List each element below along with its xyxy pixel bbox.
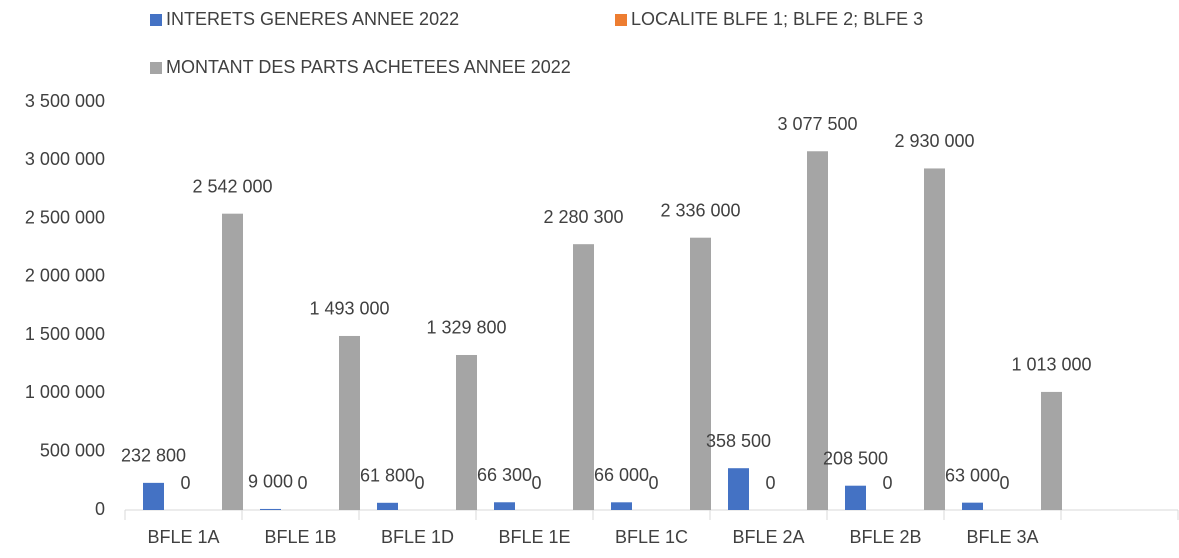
data-label: 1 013 000 [1011, 355, 1091, 375]
y-tick-label: 2 500 000 [25, 207, 105, 227]
legend-label: MONTANT DES PARTS ACHETEES ANNEE 2022 [166, 57, 571, 77]
x-tick-label: BFLE 1B [264, 527, 336, 547]
bar [143, 482, 164, 510]
x-tick-label: BFLE 1E [498, 527, 570, 547]
data-label: 2 930 000 [894, 131, 974, 151]
bar [690, 237, 711, 510]
bar [1041, 391, 1062, 510]
x-tick-label: BFLE 1A [147, 527, 219, 547]
x-tick-label: BFLE 2B [849, 527, 921, 547]
bar [962, 502, 983, 510]
data-label: 66 000 [594, 465, 649, 485]
legend-label: INTERETS GENERES ANNEE 2022 [166, 9, 459, 29]
data-label: 232 800 [121, 446, 186, 466]
x-tick-label: BFLE 1C [615, 527, 688, 547]
legend-swatch [615, 14, 627, 26]
bar [807, 151, 828, 510]
bar [377, 502, 398, 510]
x-tick-label: BFLE 3A [966, 527, 1038, 547]
data-label: 0 [648, 473, 658, 493]
data-label: 1 329 800 [426, 318, 506, 338]
data-label: 61 800 [360, 466, 415, 486]
data-label: 0 [882, 473, 892, 493]
bar [845, 485, 866, 510]
bar [260, 508, 281, 510]
data-label: 0 [765, 473, 775, 493]
data-label: 66 300 [477, 465, 532, 485]
data-label: 3 077 500 [777, 114, 857, 134]
data-label: 2 280 300 [543, 207, 623, 227]
data-label: 0 [180, 473, 190, 493]
data-label: 0 [297, 473, 307, 493]
bar [339, 335, 360, 510]
y-tick-label: 1 500 000 [25, 324, 105, 344]
y-tick-label: 2 000 000 [25, 266, 105, 286]
data-label: 63 000 [945, 465, 1000, 485]
data-label: 2 336 000 [660, 200, 740, 220]
y-tick-label: 1 000 000 [25, 382, 105, 402]
bar [494, 502, 515, 510]
y-tick-label: 3 500 000 [25, 91, 105, 111]
legend-swatch [150, 62, 162, 74]
data-label: 0 [414, 473, 424, 493]
x-tick-label: BFLE 1D [381, 527, 454, 547]
data-label: 9 000 [248, 472, 293, 492]
legend-label: LOCALITE BLFE 1; BLFE 2; BLFE 3 [631, 9, 923, 29]
data-label: 0 [531, 473, 541, 493]
y-tick-label: 500 000 [40, 440, 105, 460]
y-tick-label: 3 000 000 [25, 149, 105, 169]
data-label: 358 500 [706, 431, 771, 451]
data-label: 0 [999, 473, 1009, 493]
data-label: 208 500 [823, 448, 888, 468]
bar [611, 502, 632, 510]
bar [924, 168, 945, 510]
bar [222, 213, 243, 511]
bar [456, 354, 477, 510]
bar [573, 244, 594, 510]
y-tick-label: 0 [95, 499, 105, 519]
bar [728, 468, 749, 510]
legend-swatch [150, 14, 162, 26]
x-tick-label: BFLE 2A [732, 527, 804, 547]
data-label: 2 542 000 [192, 176, 272, 196]
data-label: 1 493 000 [309, 299, 389, 319]
